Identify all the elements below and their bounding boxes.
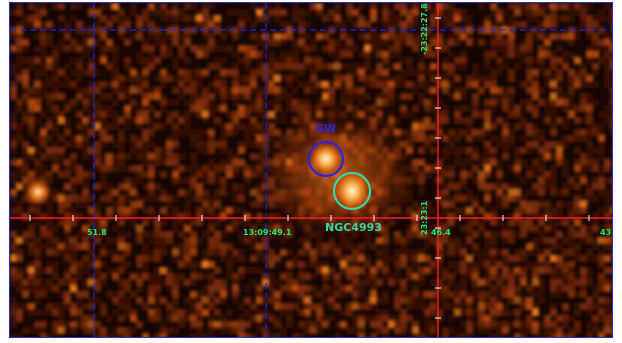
ra-tick-label-1: 51.8	[87, 228, 107, 237]
dec-tick-label-mid: 23:23:1	[420, 200, 429, 235]
axis-ticks	[29, 17, 590, 319]
xray-count-map	[10, 3, 612, 337]
source-emission	[22, 107, 420, 243]
ra-tick-label-2: 13:09:49.1	[243, 228, 292, 237]
dec-tick-label-top: -23:22:27.8	[420, 3, 429, 55]
galaxy-diffuse-halo	[256, 107, 420, 243]
gw-region-circle	[307, 140, 345, 178]
coordinate-grid	[10, 3, 612, 337]
xray-image-panel: GW NGC4993 51.8 13:09:49.1 46.4 43. -23:…	[9, 2, 613, 338]
field-source-left	[22, 176, 54, 208]
ra-tick-label-4: 43.	[600, 228, 612, 237]
ngc4993-label: NGC4993	[325, 221, 382, 234]
ngc4993-region-circle	[332, 171, 372, 211]
gw-label: GW	[315, 122, 337, 135]
source-markers	[307, 140, 372, 211]
ra-tick-label-3: 46.4	[431, 228, 451, 237]
ngc4993-nucleus-emission	[332, 169, 372, 213]
gw-counterpart-emission	[308, 141, 344, 177]
